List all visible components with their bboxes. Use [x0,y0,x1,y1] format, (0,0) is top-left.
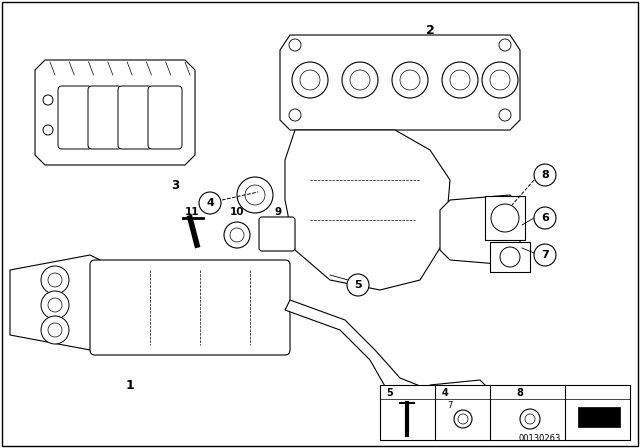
Polygon shape [578,407,620,427]
Circle shape [442,62,478,98]
FancyBboxPatch shape [90,260,290,355]
Circle shape [400,70,420,90]
Circle shape [534,164,556,186]
Text: 4: 4 [206,198,214,208]
Circle shape [300,70,320,90]
Circle shape [48,298,62,312]
Text: 3: 3 [171,178,179,191]
Text: 11: 11 [185,207,199,217]
Circle shape [199,192,221,214]
Circle shape [41,291,69,319]
Circle shape [482,62,518,98]
Polygon shape [430,380,490,420]
Polygon shape [280,35,520,130]
Text: 8: 8 [541,170,549,180]
Polygon shape [440,195,520,265]
Circle shape [224,222,250,248]
Circle shape [43,95,53,105]
FancyBboxPatch shape [259,217,295,251]
Circle shape [350,70,370,90]
FancyBboxPatch shape [58,86,92,149]
Text: 00130263: 00130263 [519,434,561,443]
Circle shape [289,39,301,51]
FancyBboxPatch shape [88,86,122,149]
Circle shape [292,62,328,98]
Polygon shape [485,196,525,240]
Text: 5: 5 [387,388,394,398]
Circle shape [458,414,468,424]
Circle shape [245,185,265,205]
Text: 1: 1 [125,379,134,392]
Text: 4: 4 [442,388,449,398]
Circle shape [450,70,470,90]
Circle shape [490,70,510,90]
Text: 5: 5 [354,280,362,290]
Text: 7: 7 [447,401,452,409]
Circle shape [491,204,519,232]
Circle shape [289,109,301,121]
Circle shape [230,228,244,242]
FancyBboxPatch shape [118,86,152,149]
FancyBboxPatch shape [148,86,182,149]
Text: 10: 10 [230,207,244,217]
Circle shape [525,414,535,424]
Circle shape [454,410,472,428]
Polygon shape [35,60,195,165]
Text: 9: 9 [275,207,282,217]
Circle shape [347,274,369,296]
Bar [380,385,630,440]
Circle shape [499,109,511,121]
Circle shape [41,316,69,344]
Circle shape [48,323,62,337]
Circle shape [237,177,273,213]
Text: 6: 6 [541,213,549,223]
Circle shape [392,62,428,98]
Text: 8: 8 [516,388,524,398]
Polygon shape [285,300,470,410]
Text: 2: 2 [426,23,435,36]
Circle shape [48,273,62,287]
Circle shape [534,244,556,266]
Circle shape [500,247,520,267]
Polygon shape [10,255,100,350]
Text: 7: 7 [541,250,549,260]
Circle shape [342,62,378,98]
Polygon shape [490,242,530,272]
Circle shape [520,409,540,429]
Circle shape [499,39,511,51]
Circle shape [534,207,556,229]
Polygon shape [285,130,450,290]
Circle shape [43,125,53,135]
Circle shape [41,266,69,294]
